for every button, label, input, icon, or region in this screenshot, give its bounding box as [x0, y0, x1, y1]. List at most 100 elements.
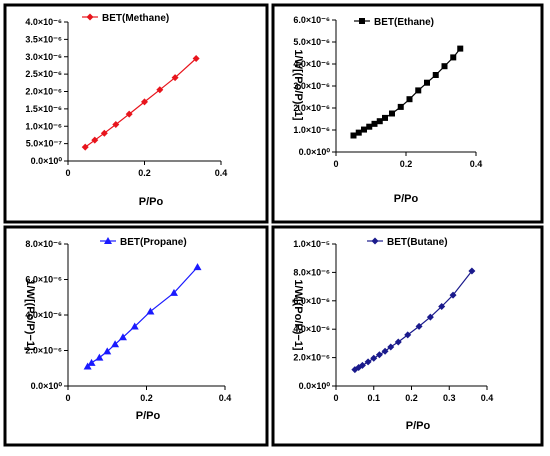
- data-point: [364, 358, 372, 366]
- x-tick-label: 0.2: [140, 393, 153, 403]
- legend-label: BET(Methane): [102, 13, 169, 24]
- y-tick-label: 5.0×10⁻⁷: [26, 139, 63, 149]
- data-point: [350, 132, 357, 139]
- y-tick-label: 3.5×10⁻⁶: [25, 34, 62, 44]
- data-point: [156, 86, 164, 94]
- data-point: [91, 136, 99, 144]
- data-point: [468, 267, 476, 275]
- legend-label: BET(Ethane): [374, 17, 434, 28]
- y-tick-label: 4.0×10⁻⁶: [25, 310, 62, 320]
- legend-marker: [359, 18, 365, 24]
- y-tick-label: 2.5×10⁻⁶: [25, 69, 62, 79]
- chart-panel-4: 0.0×10⁰ 2.0×10⁻⁶ 4.0×10⁻⁶ 6.0×10⁻⁶ 8.0×10⁻⁶ 1…: [271, 225, 544, 447]
- data-point: [358, 361, 366, 369]
- data-point: [100, 129, 108, 137]
- y-tick-label: 2.0×10⁻⁶: [293, 353, 330, 363]
- x-tick-label: 0.2: [405, 393, 418, 403]
- y-tick-label: 6.0×10⁻⁶: [25, 275, 62, 285]
- data-point: [171, 74, 179, 82]
- data-point: [397, 103, 404, 110]
- y-axis-title: 1/W[(Po/P)−1]: [292, 279, 304, 351]
- data-point: [441, 63, 448, 70]
- data-point: [415, 87, 422, 94]
- x-tick-label: 0: [333, 393, 338, 403]
- x-tick-label: 0.4: [219, 393, 232, 403]
- data-point: [169, 288, 178, 296]
- data-point: [432, 72, 439, 78]
- data-point: [382, 114, 388, 121]
- y-tick-label: 2.0×10⁻⁶: [25, 87, 62, 97]
- data-point: [450, 54, 457, 61]
- y-tick-label: 4.0×10⁻⁶: [293, 59, 330, 69]
- legend: BET(Methane): [82, 13, 169, 24]
- y-tick-label: 8.0×10⁻⁶: [25, 239, 62, 249]
- x-tick-label: 0: [65, 168, 70, 178]
- x-tick-label: 0: [65, 393, 70, 403]
- y-tick-label: 0.0×10⁰: [31, 156, 63, 166]
- y-tick-label: 0.0×10⁰: [31, 381, 63, 391]
- legend-marker: [104, 237, 112, 244]
- x-tick-label: 0.3: [443, 393, 456, 403]
- legend: BET(Propane): [100, 237, 187, 248]
- y-tick-label: 1.0×10⁻⁵: [293, 239, 330, 249]
- y-tick-label: 8.0×10⁻⁶: [293, 267, 330, 277]
- data-point: [130, 322, 139, 330]
- data-point: [371, 120, 378, 127]
- y-axis-title: 1/W[(Po/P)−1]: [24, 279, 36, 351]
- y-tick-label: 1.0×10⁻⁶: [293, 125, 330, 135]
- x-tick-label: 0: [333, 159, 338, 169]
- y-tick-label: 4.0×10⁻⁶: [293, 324, 330, 334]
- data-point: [389, 110, 395, 117]
- x-tick-label: 0.2: [400, 159, 413, 169]
- x-tick-label: 0.4: [470, 159, 483, 169]
- y-tick-label: 0.0×10⁰: [299, 147, 331, 157]
- data-point: [87, 358, 96, 366]
- data-point: [355, 129, 362, 136]
- legend: BET(Ethane): [354, 17, 434, 28]
- data-point: [387, 343, 395, 351]
- data-point: [394, 338, 402, 346]
- data-point: [404, 331, 412, 339]
- y-tick-label: 4.0×10⁻⁶: [25, 17, 62, 27]
- y-axis-title: 1/W[(Po/P)−1]: [292, 49, 304, 121]
- y-tick-label: 2.0×10⁻⁶: [293, 103, 330, 113]
- data-point: [118, 333, 127, 341]
- y-tick-label: 1.0×10⁻⁶: [25, 121, 62, 131]
- panel-frame: [3, 225, 269, 447]
- data-point: [406, 96, 413, 103]
- data-point: [375, 351, 383, 359]
- y-tick-label: 6.0×10⁻⁶: [293, 15, 330, 25]
- data-point: [111, 340, 120, 348]
- data-point: [103, 347, 112, 355]
- data-point: [457, 45, 464, 52]
- data-point: [361, 126, 367, 133]
- data-point: [192, 54, 200, 62]
- data-point: [426, 313, 434, 321]
- data-point: [376, 118, 383, 125]
- legend-label: BET(Propane): [120, 237, 187, 248]
- data-point: [366, 123, 373, 130]
- legend-label: BET(Butane): [387, 237, 448, 248]
- data-point: [95, 353, 104, 361]
- data-point: [381, 347, 389, 355]
- legend-marker: [371, 237, 379, 245]
- y-tick-label: 2.0×10⁻⁶: [25, 346, 62, 356]
- data-point: [424, 79, 430, 86]
- data-point: [370, 354, 378, 362]
- legend-marker: [86, 13, 94, 21]
- data-point: [81, 143, 89, 151]
- data-point: [193, 263, 202, 271]
- x-axis-title: P/Po: [139, 196, 164, 208]
- y-tick-label: 3.0×10⁻⁶: [293, 81, 330, 91]
- chart-panel-2: 0.0×10⁰ 1.0×10⁻⁶ 2.0×10⁻⁶ 3.0×10⁻⁶ 4.0×10⁻⁶ 5…: [271, 3, 544, 224]
- chart-panel-1: 0.0×10⁰ 5.0×10⁻⁷ 1.0×10⁻⁶ 1.5×10⁻⁶ 2.0×10⁻⁶ 2…: [3, 3, 269, 224]
- x-axis-title: P/Po: [394, 193, 419, 205]
- y-tick-label: 0.0×10⁰: [299, 381, 331, 391]
- legend: BET(Butane): [367, 237, 448, 248]
- data-point: [83, 362, 92, 370]
- data-point: [449, 291, 457, 299]
- chart-panel-3: 0.0×10⁰ 2.0×10⁻⁶ 4.0×10⁻⁶ 6.0×10⁻⁶ 8.0×10⁻⁶ 0…: [3, 225, 269, 447]
- panel-frame: [271, 3, 544, 224]
- y-tick-label: 1.5×10⁻⁶: [25, 104, 62, 114]
